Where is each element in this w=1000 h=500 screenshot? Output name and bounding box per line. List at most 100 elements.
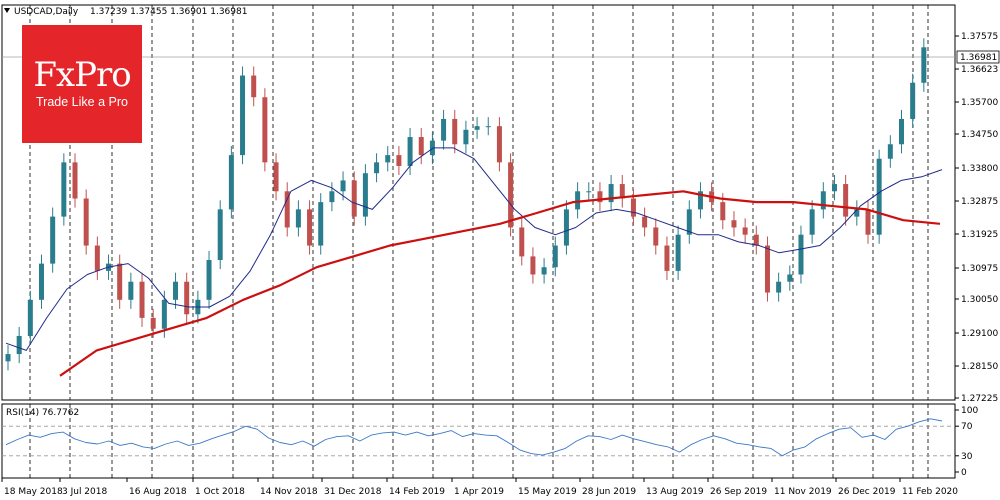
candle-body: [295, 209, 301, 228]
x-tick-label: 26 Dec 2019: [838, 487, 896, 497]
candle-body: [519, 227, 525, 257]
candle-body: [329, 191, 335, 203]
candle-body: [385, 155, 391, 163]
candle-body: [50, 216, 56, 264]
axes: 18 May 2018 3 Jul 2018 16 Aug 2018 1 Oct 20…: [1, 32, 1000, 497]
candle-body: [396, 155, 402, 166]
y-tick-label: 1.27225: [961, 394, 998, 404]
candle-body: [228, 155, 234, 210]
x-tick-label: 15 May 2019: [518, 487, 577, 497]
candle-body: [117, 263, 123, 300]
candle-body: [72, 162, 78, 199]
candle-body: [820, 191, 826, 210]
logo-brand: FxPro: [33, 55, 131, 95]
candle-body: [418, 137, 424, 156]
candle-body: [686, 209, 692, 235]
price-panel[interactable]: [5, 38, 927, 371]
candle-body: [340, 180, 346, 192]
logo-tagline: Trade Like a Pro: [36, 95, 128, 109]
candle-body: [83, 198, 89, 246]
candle-body: [94, 245, 100, 271]
candle-body: [217, 209, 223, 261]
x-tick-label: 11 Nov 2019: [774, 487, 832, 497]
rsi-line: [5, 418, 943, 457]
candle-body: [463, 129, 469, 145]
candle-body: [887, 144, 893, 159]
rsi-y-tick-label: 70: [961, 422, 973, 432]
candle-body: [496, 126, 502, 163]
rsi-y-tick-label: 100: [961, 406, 978, 416]
x-tick-label: 31 Dec 2018: [324, 487, 382, 497]
candle-body: [787, 274, 793, 282]
x-tick-label: 28 Jun 2019: [582, 487, 636, 497]
candle-body: [630, 198, 636, 217]
y-tick-label: 1.33800: [961, 164, 998, 174]
y-tick-label: 1.35700: [961, 98, 998, 108]
y-tick-label: 1.30975: [961, 264, 998, 274]
x-tick-label: 14 Nov 2018: [260, 487, 318, 497]
y-tick-label: 1.30050: [961, 295, 998, 305]
candle-body: [351, 180, 357, 217]
candle-body: [128, 281, 134, 300]
x-tick-label: 14 Feb 2019: [389, 487, 445, 497]
candle-body: [150, 317, 156, 329]
candle-body: [251, 75, 257, 98]
x-tick-label: 11 Feb 2020: [902, 487, 958, 497]
x-tick-label: 3 Jul 2018: [62, 487, 107, 497]
candle-body: [16, 335, 22, 355]
x-tick-label: 16 Aug 2018: [129, 487, 187, 497]
candle-body: [586, 191, 592, 193]
candle-body: [764, 245, 770, 293]
candle-body: [474, 126, 480, 130]
candle-body: [61, 162, 67, 217]
candle-body: [362, 173, 368, 217]
ma-slow-line: [59, 190, 941, 377]
y-tick-label: 1.28150: [961, 362, 998, 372]
candle-body: [921, 47, 927, 83]
candle-body: [206, 260, 212, 300]
candle-body: [742, 227, 748, 235]
candle-body: [262, 97, 268, 163]
candle-body: [575, 191, 581, 210]
candle-body: [552, 245, 558, 268]
candle-body: [541, 267, 547, 275]
y-tick-label: 1.36623: [961, 65, 998, 75]
candle-body: [184, 281, 190, 315]
collapse-triangle-icon[interactable]: [4, 8, 10, 13]
candle-body: [843, 184, 849, 217]
candle-body: [485, 126, 491, 128]
price-frame: [1, 4, 956, 401]
candle-body: [798, 234, 804, 275]
x-tick-label: 1 Apr 2019: [454, 487, 504, 497]
current-price-label: 1.36981: [960, 53, 997, 63]
candle-body: [27, 299, 33, 336]
candle-body: [284, 191, 290, 228]
candle-body: [407, 137, 413, 166]
rsi-y-tick-label: 30: [961, 452, 973, 462]
candle-body: [854, 209, 860, 217]
candle-body: [161, 299, 167, 329]
rsi-panel[interactable]: [2, 418, 955, 457]
candle-body: [831, 184, 837, 192]
candle-body: [776, 281, 782, 293]
candle-body: [39, 263, 45, 300]
candle-body: [865, 209, 871, 235]
candle-body: [374, 162, 380, 174]
candle-body: [753, 234, 759, 246]
y-tick-label: 1.31925: [961, 230, 998, 240]
x-tick-label: 13 Aug 2019: [646, 487, 704, 497]
candle-body: [452, 118, 458, 145]
candle-body: [508, 162, 514, 228]
candle-body: [653, 227, 659, 246]
candle-body: [139, 281, 145, 318]
candle-body: [898, 118, 904, 145]
candle-body: [697, 191, 703, 210]
candle-body: [441, 118, 447, 141]
rsi-y-tick-label: 0: [961, 468, 967, 478]
rsi-frame: [1, 403, 956, 479]
y-tick-label: 1.32875: [961, 197, 998, 207]
ohlc-readout: 1.37239 1.37455 1.36901 1.36981: [90, 7, 247, 17]
